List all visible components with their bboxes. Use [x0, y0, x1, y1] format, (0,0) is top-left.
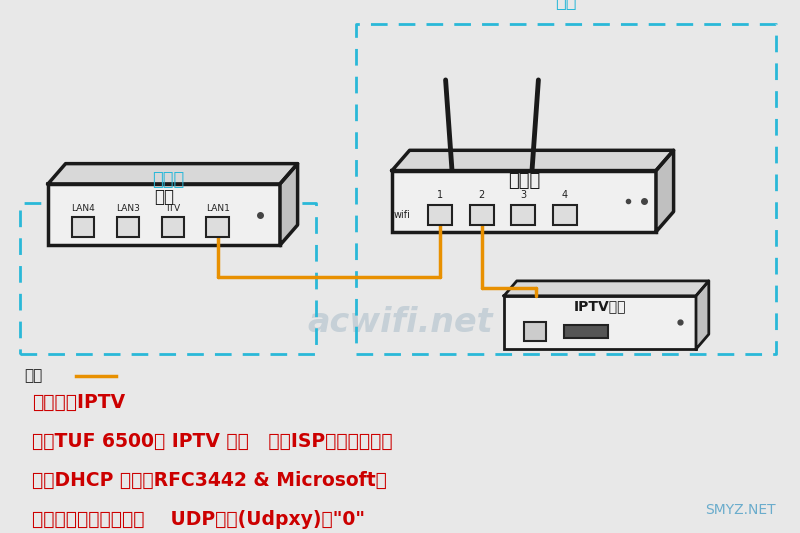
Text: 启动组播路由：停用；    UDP代理(Udpxy)为"0": 启动组播路由：停用； UDP代理(Udpxy)为"0" [32, 510, 365, 529]
Text: 4: 4 [562, 190, 568, 200]
Polygon shape [280, 164, 298, 245]
Bar [564, 325, 608, 338]
Text: 光猫: 光猫 [154, 188, 174, 206]
Bar [72, 217, 94, 237]
Text: 客厅: 客厅 [555, 0, 577, 11]
Text: LAN3: LAN3 [116, 204, 140, 213]
Text: 使用DHCP 路由：RFC3442 & Microsoft；: 使用DHCP 路由：RFC3442 & Microsoft； [32, 471, 387, 490]
Bar [553, 205, 577, 225]
Text: acwifi.net: acwifi.net [307, 306, 493, 339]
Polygon shape [656, 150, 674, 232]
Text: 华硕TUF 6500的 IPTV 里，   选择ISP设置档：无；: 华硕TUF 6500的 IPTV 里， 选择ISP设置档：无； [32, 432, 393, 451]
Text: 1: 1 [437, 190, 443, 200]
Bar [48, 184, 280, 245]
Bar [162, 217, 184, 237]
Text: 弱电箱: 弱电箱 [152, 171, 184, 189]
Polygon shape [504, 281, 709, 296]
Text: LAN4: LAN4 [71, 204, 95, 213]
Polygon shape [696, 281, 709, 349]
Text: LAN1: LAN1 [206, 204, 230, 213]
Bar [428, 205, 452, 225]
Text: ITV: ITV [166, 204, 180, 213]
Bar [470, 205, 494, 225]
Text: 2: 2 [478, 190, 485, 200]
Bar [504, 296, 696, 349]
Text: 主路由: 主路由 [508, 172, 540, 190]
Text: 网线: 网线 [24, 368, 42, 383]
Text: SMYZ.NET: SMYZ.NET [706, 503, 776, 517]
Polygon shape [48, 164, 298, 184]
Bar [117, 217, 139, 237]
Text: 广电网络IPTV: 广电网络IPTV [32, 393, 125, 412]
Bar [524, 322, 546, 341]
Bar [511, 205, 535, 225]
Polygon shape [392, 150, 674, 171]
Text: wifi: wifi [394, 210, 411, 220]
Bar [206, 217, 229, 237]
Bar [392, 171, 656, 232]
Text: 3: 3 [520, 190, 526, 200]
Text: IPTV盒子: IPTV盒子 [574, 300, 626, 313]
